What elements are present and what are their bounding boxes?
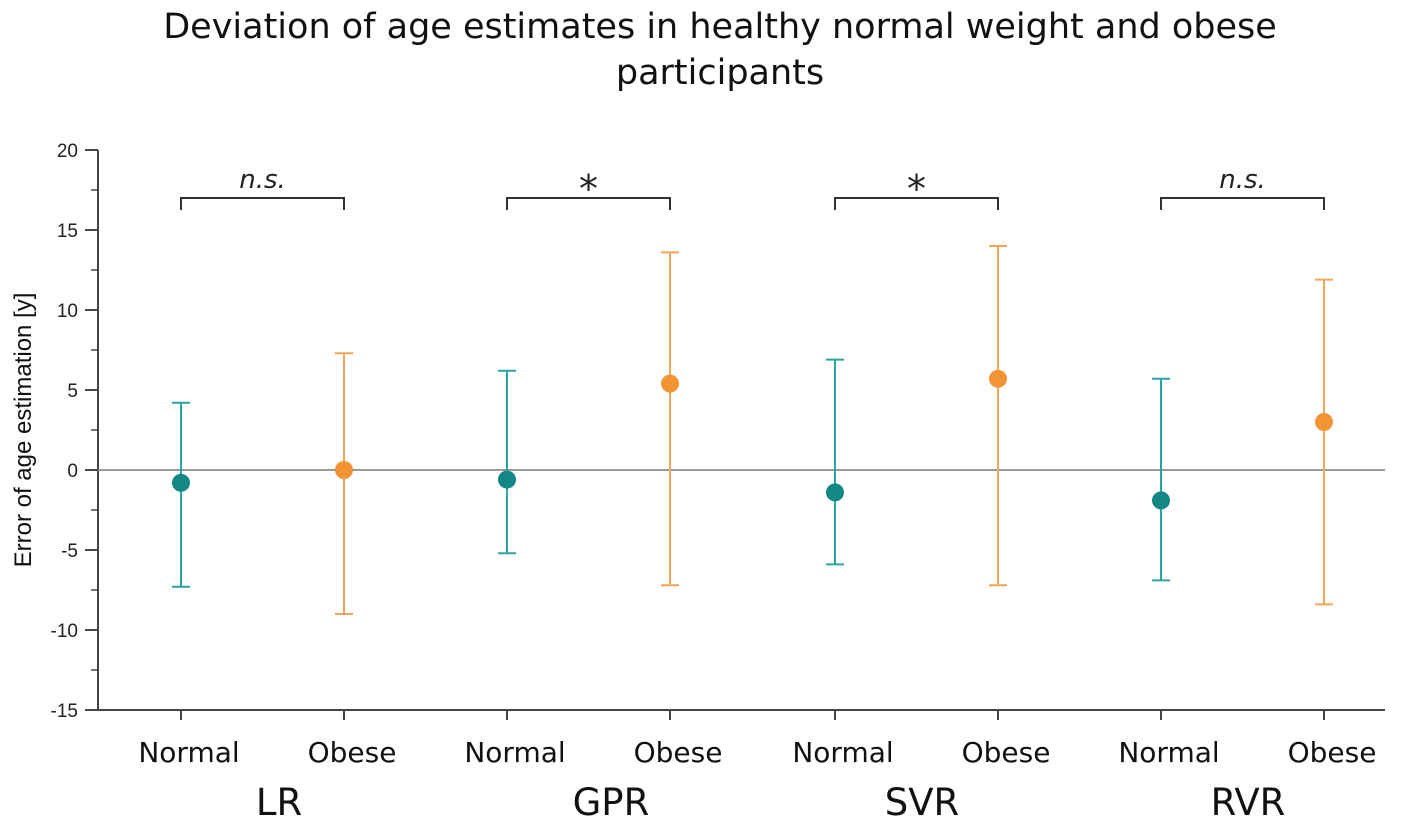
- y-tick-label: -5: [61, 541, 78, 562]
- category-label: Normal: [1118, 736, 1219, 769]
- significance-bracket: [506, 197, 671, 210]
- category-label: Normal: [138, 736, 239, 769]
- mean-point-lr-normal: [172, 473, 190, 492]
- y-tick-label: 0: [67, 461, 78, 482]
- mean-point-svr-normal: [826, 483, 844, 502]
- y-tick-label: -10: [51, 621, 78, 642]
- y-tick-label: 10: [57, 301, 78, 322]
- y-axis-label: Error of age estimation [y]: [10, 293, 37, 568]
- category-label: Normal: [792, 736, 893, 769]
- significance-bracket: [180, 197, 345, 210]
- significance-label: n.s.: [239, 165, 286, 195]
- mean-point-rvr-normal: [1152, 491, 1170, 510]
- mean-point-lr-obese: [335, 461, 353, 479]
- group-label-gpr: GPR: [573, 781, 650, 824]
- labels: -15 -10 -5 0 5 10 15 20 Error of age estimation …: [10, 141, 1376, 824]
- significance-bracket: [1160, 197, 1325, 210]
- group-label-svr: SVR: [885, 781, 960, 824]
- category-label: Obese: [308, 736, 397, 769]
- category-label: Obese: [962, 736, 1051, 769]
- category-label: Obese: [634, 736, 723, 769]
- mean-point-rvr-obese: [1315, 413, 1333, 431]
- significance-bracket: [834, 197, 999, 210]
- category-label: Obese: [1288, 736, 1377, 769]
- chart-title-line-1: Deviation of age estimates in healthy no…: [163, 7, 1277, 47]
- y-tick-label: 20: [57, 141, 78, 162]
- chart-title-line-2: participants: [615, 53, 825, 93]
- significance-label: n.s.: [1219, 165, 1266, 195]
- axes: [85, 149, 1385, 720]
- mean-point-svr-obese: [989, 369, 1007, 388]
- mean-point-gpr-obese: [661, 374, 679, 393]
- y-tick-label: -15: [51, 701, 78, 722]
- y-tick-label: 15: [57, 221, 78, 242]
- group-label-lr: LR: [256, 781, 302, 824]
- significance-label: *: [579, 167, 598, 211]
- category-label: Normal: [464, 736, 565, 769]
- y-tick-label: 5: [67, 381, 78, 402]
- significance-label: *: [907, 167, 926, 211]
- group-label-rvr: RVR: [1211, 781, 1286, 824]
- mean-point-gpr-normal: [498, 470, 516, 489]
- chart-title: Deviation of age estimates in healthy no…: [0, 4, 1418, 96]
- data-marks: [172, 197, 1333, 615]
